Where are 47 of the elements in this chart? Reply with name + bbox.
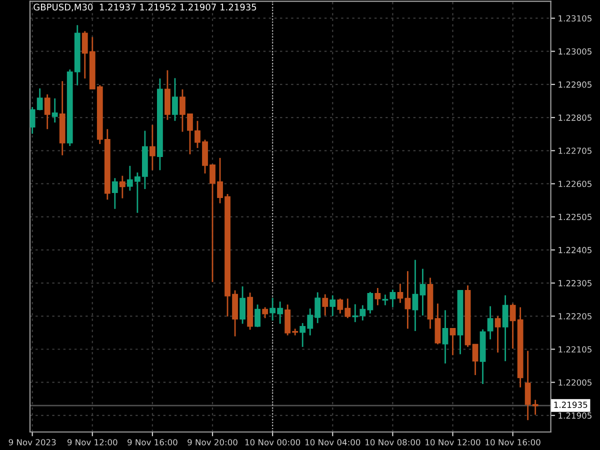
y-tick-label: 1.22505 — [558, 214, 592, 220]
x-tick-label: 9 Nov 16:00 — [128, 439, 178, 446]
candlestick — [52, 98, 58, 124]
x-tick-label: 9 Nov 2023 — [8, 439, 56, 446]
x-tick-label: 10 Nov 12:00 — [426, 439, 480, 446]
y-tick-label: 1.22805 — [558, 114, 592, 121]
y-tick-label: 1.22005 — [558, 379, 592, 386]
x-tick-label: 10 Nov 16:00 — [486, 439, 540, 446]
candlestick — [374, 287, 381, 306]
candlestick — [330, 294, 336, 317]
candlestick — [487, 306, 494, 340]
y-tick-label: 1.23105 — [558, 15, 592, 22]
candlestick — [150, 124, 156, 171]
y-tick-label: 1.22705 — [558, 148, 592, 154]
candlestick — [412, 259, 418, 332]
candlestick — [472, 344, 478, 376]
candlestick — [442, 309, 448, 364]
candlestick — [254, 304, 260, 328]
candlestick — [322, 294, 328, 316]
candlestick — [262, 306, 268, 319]
candlestick — [112, 177, 118, 210]
y-tick-label: 1.22905 — [558, 81, 592, 88]
x-tick-label: 10 Nov 08:00 — [366, 439, 420, 446]
y-tick-label: 1.21905 — [558, 412, 592, 419]
candlestick — [172, 77, 178, 122]
y-tick-label: 1.22305 — [558, 280, 592, 286]
candlestick — [450, 328, 456, 356]
y-tick-label: 1.22105 — [558, 346, 592, 353]
candlestick — [404, 270, 411, 330]
candlestick — [494, 315, 501, 354]
candlestick — [119, 175, 126, 199]
chart-title: GBPUSD,M30 1.21937 1.21952 1.21907 1.21935 — [34, 4, 256, 12]
candlestick — [240, 286, 246, 324]
candlestick — [44, 94, 50, 130]
y-tick-label: 1.22205 — [558, 313, 592, 320]
y-tick-label: 1.23005 — [558, 48, 592, 55]
ref-line-label: 1.21935 — [554, 402, 588, 408]
candlestick — [434, 302, 441, 345]
x-tick-label: 10 Nov 04:00 — [305, 439, 360, 446]
y-tick-label: 1.22405 — [558, 246, 592, 254]
x-tick-label: 9 Nov 12:00 — [67, 439, 118, 446]
x-tick-label: 9 Nov 20:00 — [188, 439, 238, 446]
y-tick-label: 1.22605 — [558, 180, 592, 188]
candlestick — [420, 268, 426, 316]
candlestick — [502, 294, 508, 362]
candlestick — [397, 283, 404, 304]
x-tick-label: 10 Nov 00:00 — [245, 439, 300, 446]
